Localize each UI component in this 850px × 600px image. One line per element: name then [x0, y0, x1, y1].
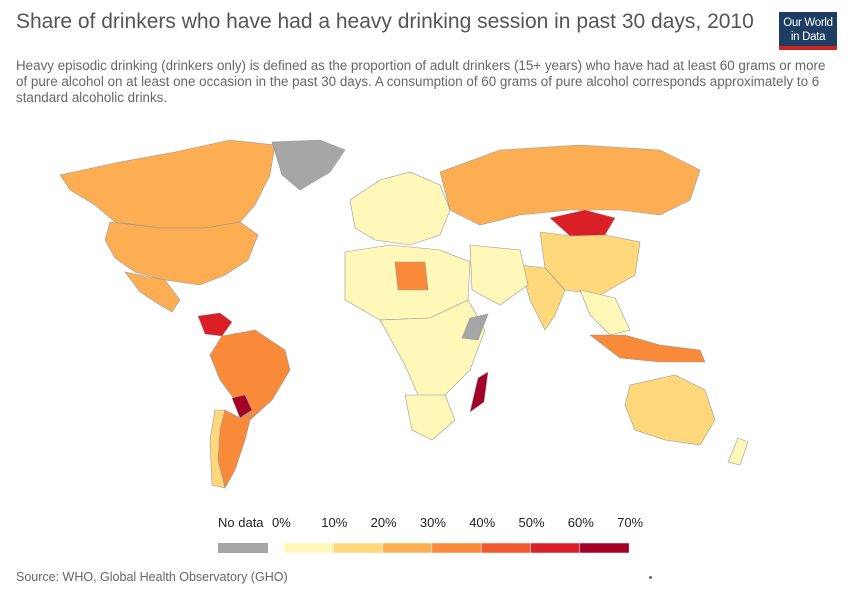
- region-mongolia[interactable]: [549, 209, 616, 237]
- map-legend: No data 0% 10% 20% 30% 40% 50% 60% 70%: [218, 515, 644, 554]
- legend-bin-3[interactable]: [431, 542, 482, 554]
- logo-line-2: in Data: [790, 31, 826, 43]
- owid-logo[interactable]: Our World in Data: [779, 12, 837, 50]
- legend-tick-7: 70%: [617, 515, 643, 530]
- region-new-zealand[interactable]: [727, 437, 749, 466]
- legend-tick-2: 20%: [371, 515, 397, 530]
- footer-dot: [649, 576, 652, 579]
- region-australia[interactable]: [624, 374, 716, 446]
- region-chile[interactable]: [209, 409, 226, 489]
- legend-no-data-label: No data: [218, 515, 264, 530]
- legend-tick-5: 50%: [519, 515, 545, 530]
- region-argentina[interactable]: [217, 409, 253, 489]
- region-venezuela[interactable]: [197, 312, 233, 337]
- region-southern-africa[interactable]: [404, 394, 456, 441]
- region-india[interactable]: [519, 264, 566, 331]
- legend-bin-2[interactable]: [382, 542, 433, 554]
- region-libya[interactable]: [394, 261, 429, 291]
- region-united-states[interactable]: [104, 221, 259, 286]
- region-somalia[interactable]: [461, 313, 489, 341]
- region-madagascar[interactable]: [469, 371, 489, 413]
- region-greenland[interactable]: [271, 139, 346, 191]
- region-indonesia[interactable]: [589, 334, 706, 363]
- region-middle-east[interactable]: [469, 244, 529, 306]
- legend-tick-1: 10%: [321, 515, 347, 530]
- legend-bin-4[interactable]: [480, 542, 531, 554]
- logo-line-1: Our World: [783, 17, 833, 29]
- legend-bin-5[interactable]: [530, 542, 581, 554]
- chart-source: Source: WHO, Global Health Observatory (…: [16, 570, 288, 584]
- world-map: [59, 139, 749, 489]
- chart-title: Share of drinkers who have had a heavy d…: [16, 10, 754, 33]
- legend-bin-1[interactable]: [333, 542, 383, 554]
- legend-tick-4: 40%: [469, 515, 495, 530]
- region-southeast-asia[interactable]: [579, 289, 631, 336]
- region-paraguay[interactable]: [231, 394, 253, 419]
- region-mexico[interactable]: [124, 271, 181, 313]
- region-europe[interactable]: [349, 171, 451, 246]
- legend-bin-6[interactable]: [579, 542, 630, 554]
- region-central-africa[interactable]: [379, 299, 486, 401]
- region-russia[interactable]: [439, 144, 701, 226]
- legend-bin-0[interactable]: [283, 542, 334, 554]
- legend-tick-6: 60%: [568, 515, 594, 530]
- legend-tick-0: 0%: [272, 515, 291, 530]
- legend-tick-3: 30%: [420, 515, 446, 530]
- region-brazil[interactable]: [209, 329, 291, 421]
- chart-subtitle: Heavy episodic drinking (drinkers only) …: [16, 58, 826, 105]
- legend-no-data-swatch[interactable]: [218, 543, 268, 553]
- region-canada[interactable]: [59, 139, 276, 229]
